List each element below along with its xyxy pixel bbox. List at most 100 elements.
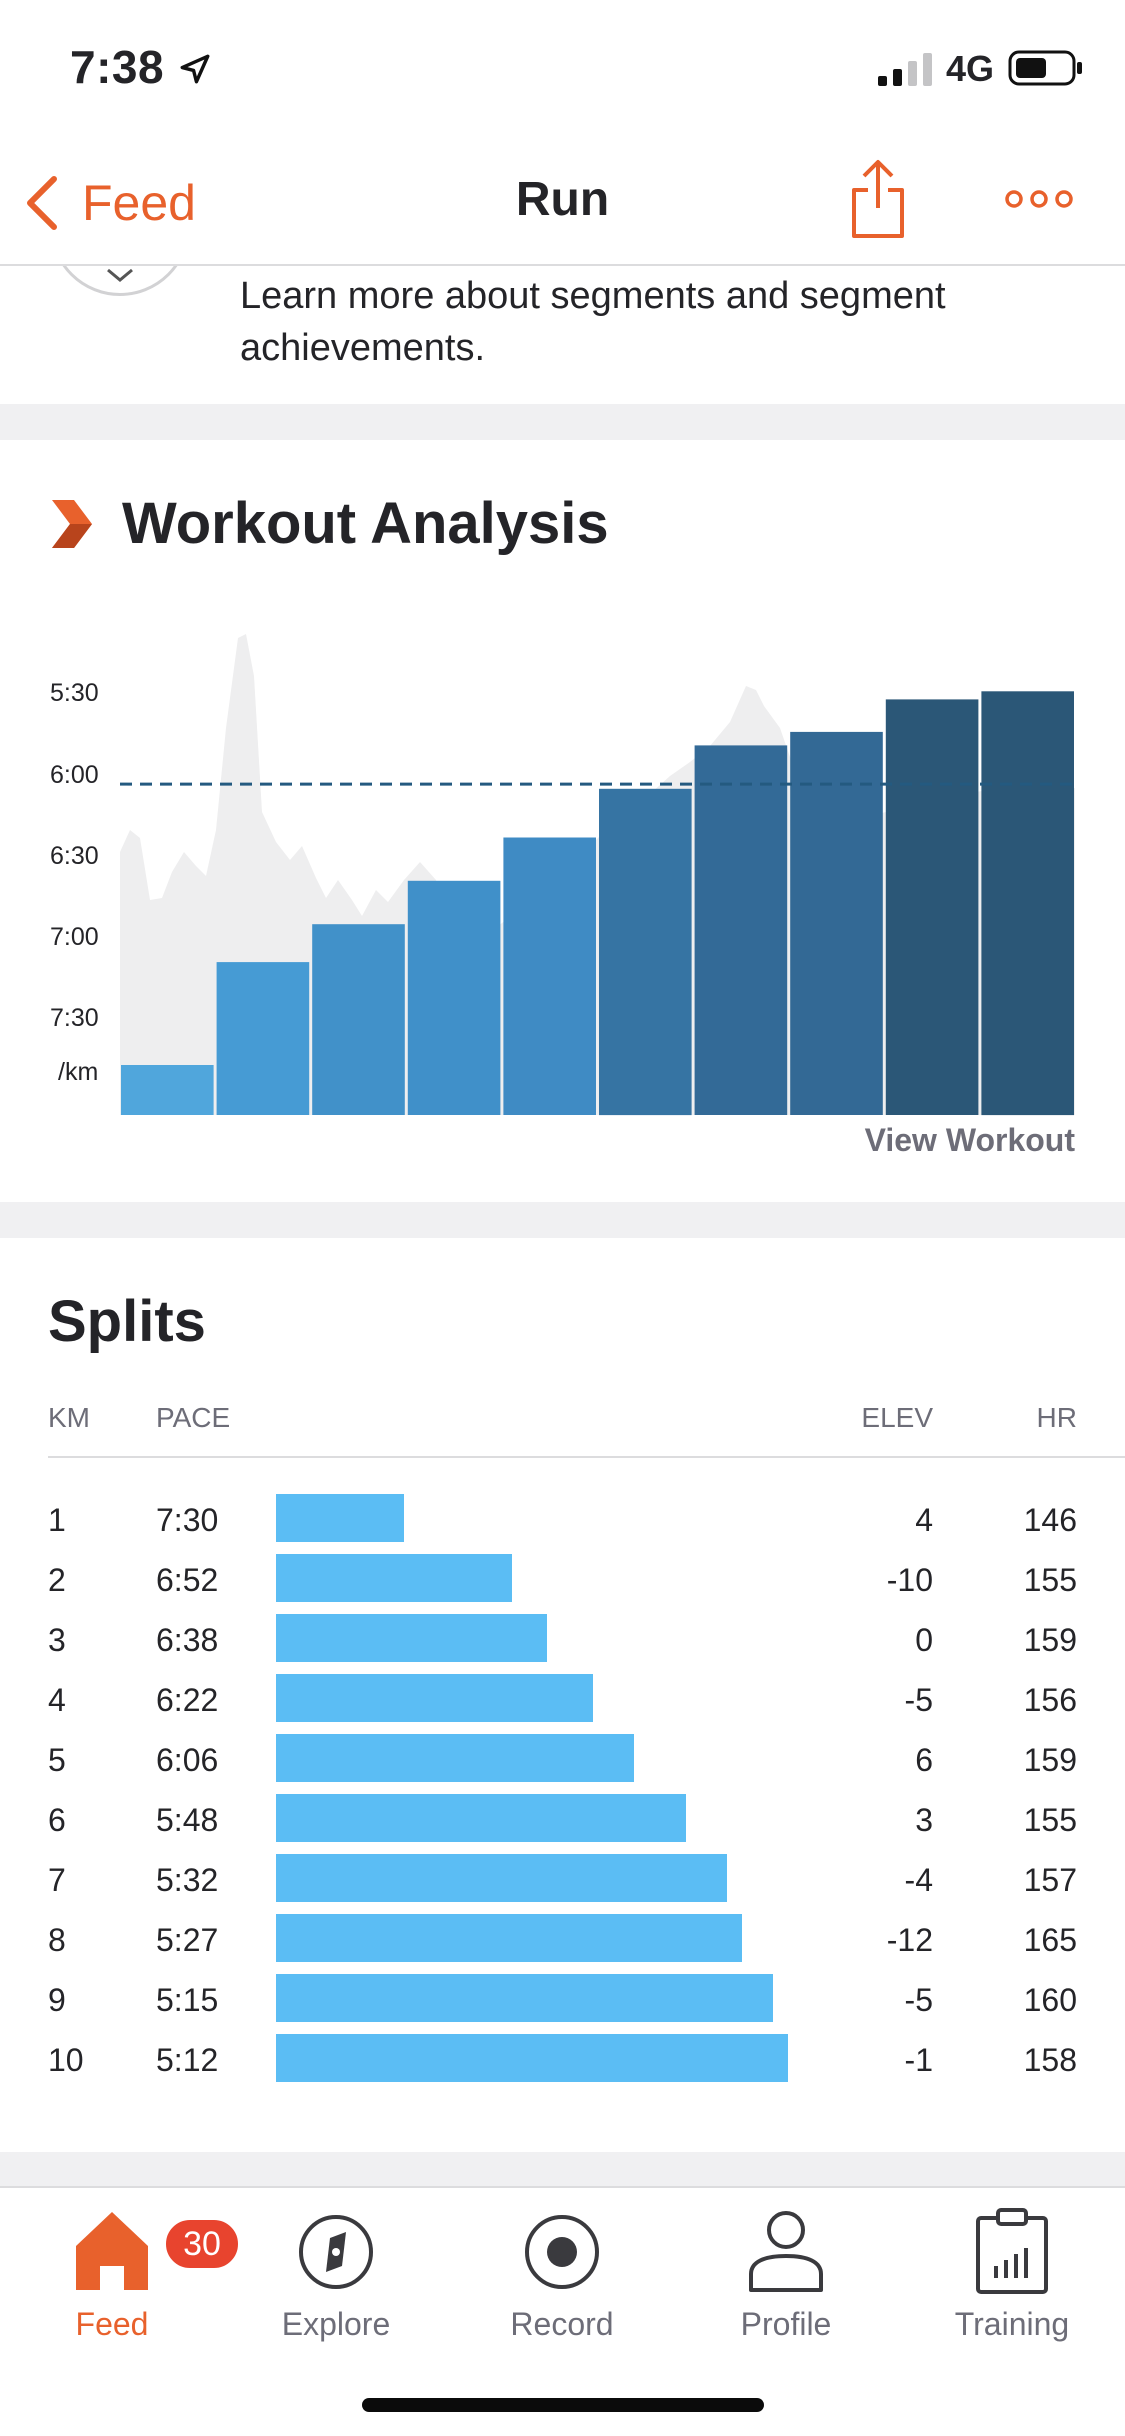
tab-training[interactable]: Training bbox=[922, 2202, 1102, 2362]
pace-bar-km-5 bbox=[503, 837, 596, 1115]
split-elev: -5 bbox=[904, 1682, 933, 1718]
view-workout-link[interactable]: View Workout bbox=[864, 1122, 1075, 1158]
tab-bar: 30 Feed Explore Record Profile bbox=[0, 2186, 1125, 2436]
elev-header: ELEV bbox=[861, 1402, 933, 1433]
split-pace: 6:06 bbox=[156, 1742, 219, 1778]
segment-info-text[interactable]: Learn more about segments and segment ac… bbox=[240, 275, 946, 369]
split-hr: 156 bbox=[1023, 1682, 1077, 1718]
section-divider bbox=[0, 2152, 1125, 2186]
split-pace-bar bbox=[276, 1854, 727, 1902]
split-km: 6 bbox=[48, 1802, 66, 1838]
page-title: Run bbox=[515, 173, 610, 226]
split-row: 3 6:38 0 159 bbox=[0, 1610, 1125, 1670]
segment-info-card: Learn more about segments and segment ac… bbox=[0, 266, 1125, 404]
y-tick-label: 7:30 bbox=[50, 1004, 99, 1032]
split-row: 2 6:52 -10 155 bbox=[0, 1550, 1125, 1610]
split-km: 10 bbox=[48, 2042, 84, 2078]
location-arrow-icon bbox=[180, 54, 210, 84]
section-divider bbox=[0, 404, 1125, 440]
split-hr: 146 bbox=[1023, 1502, 1077, 1538]
split-elev: 4 bbox=[915, 1502, 933, 1538]
split-row: 4 6:22 -5 156 bbox=[0, 1670, 1125, 1730]
split-hr: 158 bbox=[1023, 2042, 1077, 2078]
workout-analysis-card: Workout Analysis 5:30 6:00 6:30 7:00 7:3… bbox=[0, 440, 1125, 1202]
splits-title: Splits bbox=[48, 1289, 206, 1354]
split-elev: -10 bbox=[886, 1562, 933, 1598]
split-pace: 6:52 bbox=[156, 1562, 219, 1598]
split-km: 5 bbox=[48, 1742, 66, 1778]
pace-bar-km-3 bbox=[312, 924, 405, 1115]
pace-bar-km-1 bbox=[121, 1065, 214, 1115]
pace-bars bbox=[121, 691, 1074, 1116]
tab-label: Profile bbox=[740, 2306, 832, 2342]
tab-record[interactable]: Record bbox=[472, 2202, 652, 2362]
back-label: Feed bbox=[82, 175, 196, 231]
split-elev: 6 bbox=[915, 1742, 933, 1778]
y-tick-label: 5:30 bbox=[50, 679, 99, 707]
home-icon bbox=[76, 2212, 148, 2290]
split-row: 6 5:48 3 155 bbox=[0, 1790, 1125, 1850]
split-elev: -12 bbox=[886, 1922, 933, 1958]
split-row: 8 5:27 -12 165 bbox=[0, 1910, 1125, 1970]
pace-bar-km-7 bbox=[694, 745, 788, 1115]
split-pace: 5:15 bbox=[156, 1982, 219, 2018]
back-button[interactable]: Feed bbox=[22, 168, 196, 238]
split-pace: 5:32 bbox=[156, 1862, 219, 1898]
tab-label: Explore bbox=[281, 2306, 391, 2342]
tab-profile[interactable]: Profile bbox=[696, 2202, 876, 2362]
split-elev: -4 bbox=[904, 1862, 933, 1898]
split-elev: 0 bbox=[915, 1622, 933, 1658]
split-pace-bar bbox=[276, 1794, 686, 1842]
section-divider bbox=[0, 1202, 1125, 1238]
record-icon bbox=[525, 2215, 599, 2289]
split-pace-bar bbox=[276, 1974, 773, 2022]
pace-bar-km-8 bbox=[790, 731, 883, 1115]
y-axis: 5:30 6:00 6:30 7:00 7:30 /km bbox=[50, 679, 99, 1086]
battery-icon bbox=[1008, 50, 1082, 86]
split-hr: 159 bbox=[1023, 1742, 1077, 1778]
split-pace-bar bbox=[276, 1674, 593, 1722]
split-km: 9 bbox=[48, 1982, 66, 2018]
chevron-left-icon bbox=[27, 176, 57, 230]
split-pace-bar bbox=[276, 2034, 788, 2082]
split-km: 7 bbox=[48, 1862, 66, 1898]
nav-bar: Feed Run bbox=[0, 140, 1125, 266]
training-icon bbox=[976, 2208, 1048, 2294]
tab-explore[interactable]: Explore bbox=[246, 2202, 426, 2362]
status-time: 7:38 bbox=[70, 41, 165, 93]
split-pace: 6:22 bbox=[156, 1682, 219, 1718]
pace-header: PACE bbox=[156, 1402, 231, 1433]
tab-label: Training bbox=[954, 2306, 1070, 2342]
split-elev: -5 bbox=[904, 1982, 933, 2018]
split-pace-bar bbox=[276, 1914, 742, 1962]
split-km: 1 bbox=[48, 1502, 66, 1538]
y-tick-label: 7:00 bbox=[50, 923, 99, 951]
split-row: 10 5:12 -1 158 bbox=[0, 2030, 1125, 2090]
share-icon[interactable] bbox=[848, 158, 908, 240]
more-options-icon[interactable] bbox=[1004, 182, 1074, 216]
splits-header: KM PACE ELEV HR bbox=[48, 1402, 1125, 1458]
tab-feed[interactable]: 30 Feed bbox=[22, 2202, 242, 2362]
network-type: 4G bbox=[946, 48, 995, 89]
split-hr: 157 bbox=[1023, 1862, 1077, 1898]
compass-icon bbox=[299, 2215, 373, 2289]
split-row: 1 7:30 4 146 bbox=[0, 1490, 1125, 1550]
split-row: 7 5:32 -4 157 bbox=[0, 1850, 1125, 1910]
home-indicator bbox=[362, 2398, 764, 2412]
analysis-header: Workout Analysis bbox=[52, 490, 609, 557]
split-hr: 155 bbox=[1023, 1802, 1077, 1838]
signal-strength-icon bbox=[878, 53, 932, 86]
split-elev: 3 bbox=[915, 1802, 933, 1838]
analysis-title: Workout Analysis bbox=[122, 491, 609, 556]
pace-chart[interactable]: 5:30 6:00 6:30 7:00 7:30 /km bbox=[0, 580, 1125, 1140]
split-km: 3 bbox=[48, 1622, 66, 1658]
profile-icon bbox=[749, 2211, 823, 2292]
pace-bar-km-6 bbox=[599, 788, 692, 1116]
split-pace-bar bbox=[276, 1554, 512, 1602]
split-hr: 159 bbox=[1023, 1622, 1077, 1658]
split-pace-bar bbox=[276, 1734, 634, 1782]
split-pace: 5:48 bbox=[156, 1802, 219, 1838]
splits-card: Splits KM PACE ELEV HR 1 7:30 4 146 2 6:52 -10… bbox=[0, 1238, 1125, 2152]
split-elev: -1 bbox=[904, 2042, 933, 2078]
split-pace: 5:27 bbox=[156, 1922, 219, 1958]
